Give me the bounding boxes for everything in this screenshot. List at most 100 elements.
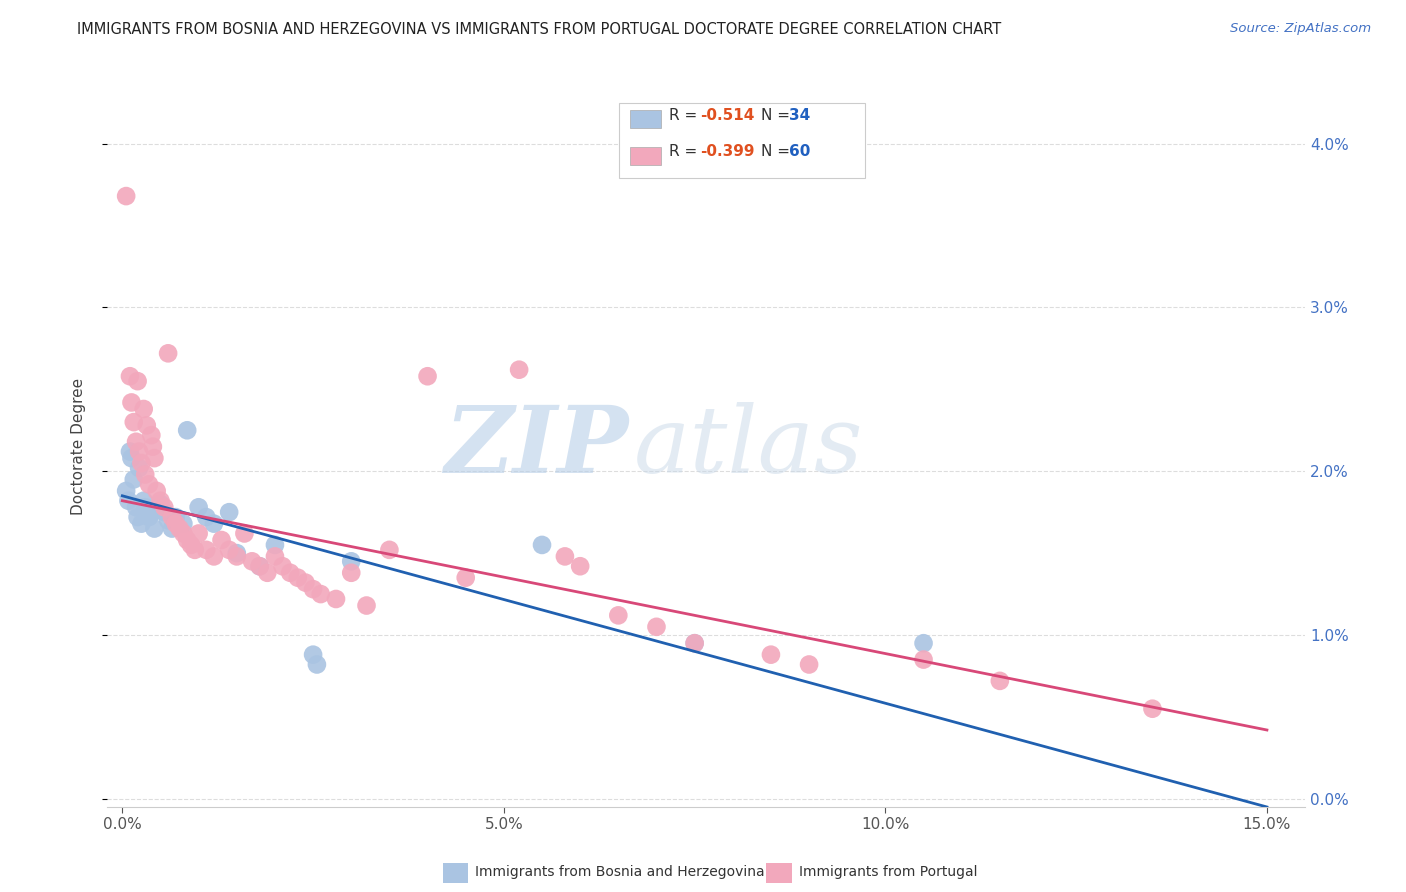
Point — [149, 497, 172, 511]
Point — [143, 451, 166, 466]
Point — [225, 546, 247, 560]
Point — [138, 510, 160, 524]
Text: Immigrants from Bosnia and Herzegovina: Immigrants from Bosnia and Herzegovina — [475, 865, 765, 880]
Text: N =: N = — [761, 109, 794, 123]
Point — [218, 505, 240, 519]
Point — [135, 418, 157, 433]
Point — [141, 428, 163, 442]
Point — [240, 554, 263, 568]
Point — [157, 513, 180, 527]
Point — [249, 559, 271, 574]
Point — [256, 566, 278, 580]
Point — [165, 510, 187, 524]
Point — [325, 592, 347, 607]
Point — [988, 673, 1011, 688]
Y-axis label: Doctorate Degree: Doctorate Degree — [72, 378, 86, 516]
Point — [131, 516, 153, 531]
Point — [249, 559, 271, 574]
Point — [759, 648, 782, 662]
Point — [180, 538, 202, 552]
Point — [356, 599, 378, 613]
Point — [160, 510, 183, 524]
Point — [122, 472, 145, 486]
Point — [797, 657, 820, 672]
Point — [132, 402, 155, 417]
Point — [138, 477, 160, 491]
Point — [195, 510, 218, 524]
Text: -0.514: -0.514 — [700, 109, 755, 123]
Text: N =: N = — [761, 145, 794, 159]
Point — [145, 483, 167, 498]
Point — [176, 533, 198, 547]
Point — [225, 549, 247, 564]
Point — [118, 444, 141, 458]
Point — [302, 582, 325, 596]
Point — [264, 549, 287, 564]
Text: 60: 60 — [789, 145, 810, 159]
Text: -0.399: -0.399 — [700, 145, 755, 159]
Point — [128, 461, 150, 475]
Point — [271, 559, 294, 574]
Point — [187, 500, 209, 515]
Point — [115, 189, 138, 203]
Point — [287, 571, 309, 585]
Text: R =: R = — [669, 109, 703, 123]
Point — [302, 648, 325, 662]
Point — [157, 346, 180, 360]
Point — [187, 526, 209, 541]
Point — [160, 522, 183, 536]
Point — [153, 505, 176, 519]
Point — [125, 500, 148, 515]
Point — [294, 575, 316, 590]
Point — [127, 510, 149, 524]
Point — [454, 571, 477, 585]
Point — [683, 636, 706, 650]
Point — [115, 483, 138, 498]
Point — [218, 542, 240, 557]
Point — [149, 493, 172, 508]
Point — [264, 538, 287, 552]
Point — [118, 369, 141, 384]
Point — [121, 451, 143, 466]
Point — [683, 636, 706, 650]
Point — [142, 440, 165, 454]
Point — [176, 423, 198, 437]
Point — [912, 652, 935, 666]
Point — [211, 533, 233, 547]
Point — [1142, 702, 1164, 716]
Point — [127, 374, 149, 388]
Text: Immigrants from Portugal: Immigrants from Portugal — [799, 865, 977, 880]
Point — [128, 444, 150, 458]
Text: R =: R = — [669, 145, 703, 159]
Text: IMMIGRANTS FROM BOSNIA AND HERZEGOVINA VS IMMIGRANTS FROM PORTUGAL DOCTORATE DEG: IMMIGRANTS FROM BOSNIA AND HERZEGOVINA V… — [77, 22, 1001, 37]
Point — [125, 434, 148, 449]
Point — [569, 559, 592, 574]
Point — [131, 456, 153, 470]
Point — [132, 493, 155, 508]
Point — [508, 362, 530, 376]
Point — [172, 526, 194, 541]
Point — [143, 522, 166, 536]
Point — [378, 542, 401, 557]
Point — [121, 395, 143, 409]
Point — [305, 657, 328, 672]
Point — [607, 608, 630, 623]
Point — [153, 500, 176, 515]
Point — [134, 467, 156, 482]
Point — [233, 526, 256, 541]
Point — [202, 549, 225, 564]
Point — [165, 516, 187, 531]
Point — [142, 505, 165, 519]
Point — [554, 549, 576, 564]
Point — [912, 636, 935, 650]
Point — [169, 522, 191, 536]
Point — [416, 369, 439, 384]
Point — [184, 542, 207, 557]
Point — [645, 620, 668, 634]
Point — [278, 566, 301, 580]
Point — [340, 554, 363, 568]
Point — [309, 587, 332, 601]
Point — [117, 493, 139, 508]
Point — [531, 538, 554, 552]
Point — [340, 566, 363, 580]
